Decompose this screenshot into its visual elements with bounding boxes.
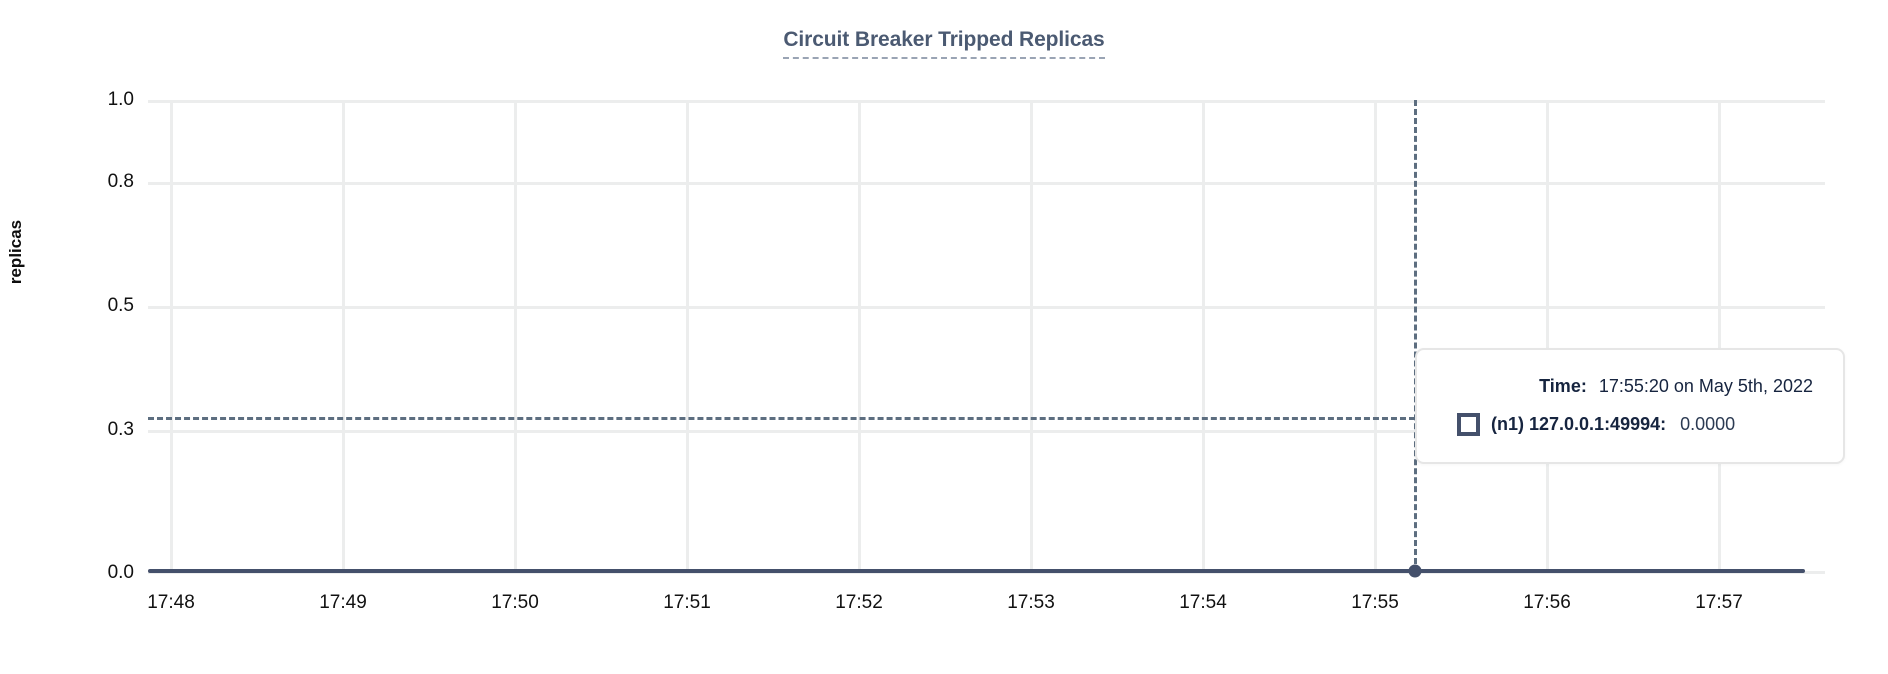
- crosshair-vertical-line: [1414, 100, 1417, 573]
- gridline-vertical: [170, 100, 173, 573]
- gridline-horizontal: [148, 100, 1825, 103]
- x-tick-label-7: 17:54: [1179, 592, 1227, 613]
- x-tick-label-8: 17:55: [1351, 592, 1399, 613]
- tooltip-series-value: 0.0000: [1680, 414, 1736, 434]
- y-tick-label-1: 1.0: [107, 89, 134, 110]
- gridline-vertical: [1546, 100, 1549, 573]
- x-tick-label-10: 17:57: [1695, 592, 1743, 613]
- y-tick-label-4: 0.3: [107, 419, 134, 440]
- plot-area[interactable]: [148, 100, 1825, 578]
- y-tick-label-3: 0.5: [107, 295, 134, 316]
- gridline-vertical: [686, 100, 689, 573]
- series-color-swatch-icon: [1457, 413, 1480, 436]
- gridline-vertical: [342, 100, 345, 573]
- gridline-vertical: [1030, 100, 1033, 573]
- gridline-vertical: [1202, 100, 1205, 573]
- tooltip-series-row: (n1) 127.0.0.1:49994: 0.0000: [1439, 413, 1817, 436]
- hover-tooltip: Time: 17:55:20 on May 5th, 2022 (n1) 127…: [1415, 348, 1845, 464]
- tooltip-series-name: (n1) 127.0.0.1:49994:: [1491, 414, 1667, 434]
- chart-title-text: Circuit Breaker Tripped Replicas: [783, 28, 1105, 59]
- y-tick-label-5: 0.0: [107, 562, 134, 583]
- series-data-point[interactable]: [1408, 564, 1422, 578]
- x-tick-label-6: 17:53: [1007, 592, 1055, 613]
- x-tick-label-3: 17:50: [491, 592, 539, 613]
- x-tick-label-1: 17:48: [147, 592, 195, 613]
- series-line-n1: [148, 569, 1805, 573]
- y-tick-label-2: 0.8: [107, 171, 134, 192]
- x-tick-label-2: 17:49: [319, 592, 367, 613]
- gridline-vertical: [514, 100, 517, 573]
- gridline-vertical: [1718, 100, 1721, 573]
- gridline-vertical: [858, 100, 861, 573]
- gridline-horizontal: [148, 306, 1825, 309]
- x-tick-label-9: 17:56: [1523, 592, 1571, 613]
- gridline-horizontal: [148, 182, 1825, 185]
- tooltip-time-row: Time: 17:55:20 on May 5th, 2022: [1439, 376, 1817, 397]
- x-tick-label-5: 17:52: [835, 592, 883, 613]
- threshold-guide-line: [148, 417, 1415, 420]
- gridline-vertical: [1374, 100, 1377, 573]
- gridline-horizontal: [148, 430, 1825, 433]
- chart-title[interactable]: Circuit Breaker Tripped Replicas: [0, 28, 1888, 59]
- tooltip-time-label: Time:: [1539, 376, 1587, 396]
- x-tick-label-4: 17:51: [663, 592, 711, 613]
- tooltip-time-value: 17:55:20 on May 5th, 2022: [1598, 376, 1813, 396]
